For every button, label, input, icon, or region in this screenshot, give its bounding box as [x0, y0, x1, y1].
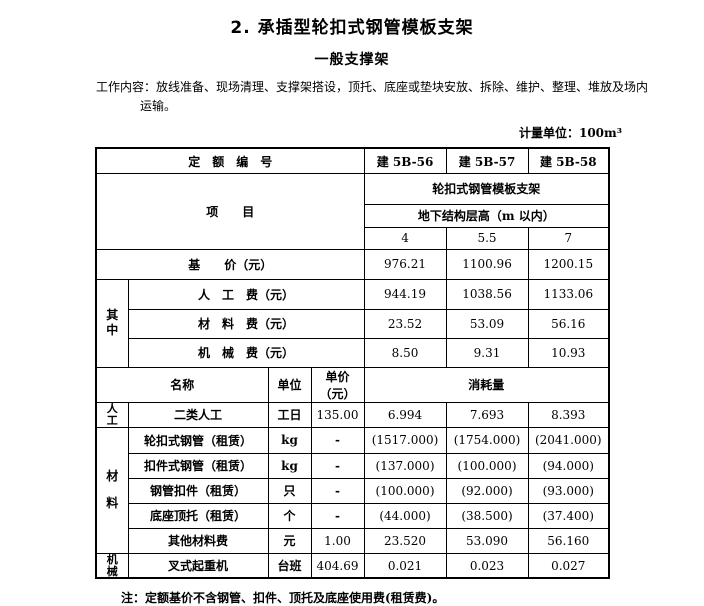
layer-height-cell: 7 — [527, 226, 610, 250]
cost-value-cell: 53.09 — [445, 308, 529, 339]
section-label-labor: 人工 — [106, 402, 118, 427]
cost-label-cell: 材 料 费（元） — [127, 308, 365, 339]
detail-price-cell: - — [310, 502, 365, 529]
detail-price-cell: 135.00 — [310, 401, 365, 428]
col-header-price-line2: （元） — [319, 386, 356, 401]
work-content-label: 工作内容： — [96, 80, 157, 94]
page-title: 2. 承插型轮扣式钢管模板支架 — [230, 18, 474, 38]
detail-unit-cell: 个 — [267, 502, 312, 529]
detail-price-cell: - — [310, 426, 365, 454]
cost-value-cell: 8.50 — [363, 337, 447, 368]
quota-code-cell: 建 5B-56 — [363, 147, 447, 174]
detail-value-cell: (1754.000) — [445, 426, 529, 454]
project-label-cell: 项 目 — [95, 172, 365, 250]
detail-unit-cell: 元 — [267, 527, 312, 554]
base-price-cell: 976.21 — [363, 248, 447, 280]
cost-value-cell: 56.16 — [527, 308, 610, 339]
detail-value-cell: (37.400) — [527, 502, 610, 529]
detail-value-cell: 6.994 — [363, 401, 447, 428]
col-header-consumption-cell: 消耗量 — [363, 366, 610, 403]
cost-label-cell: 人 工 费（元） — [127, 278, 365, 310]
detail-name-cell: 轮扣式钢管（租赁） — [127, 426, 269, 454]
section-label-material: 材料 — [106, 468, 119, 511]
detail-name-cell: 扣件式钢管（租赁） — [127, 452, 269, 479]
detail-value-cell: 7.693 — [445, 401, 529, 428]
among-label-cell: 其中 — [95, 278, 129, 368]
detail-unit-cell: 台班 — [267, 552, 312, 579]
work-content: 工作内容：放线准备、现场清理、支撑架搭设，顶托、底座或垫块安放、拆除、维护、整理… — [96, 78, 704, 116]
detail-price-cell: - — [310, 477, 365, 504]
detail-unit-cell: 只 — [267, 477, 312, 504]
project-group-cell: 轮扣式钢管模板支架 — [363, 172, 610, 205]
detail-value-cell: 0.021 — [363, 552, 447, 579]
detail-name-cell: 其他材料费 — [127, 527, 269, 554]
detail-value-cell: (100.000) — [363, 477, 447, 504]
detail-name-cell: 底座顶托（租赁） — [127, 502, 269, 529]
cost-value-cell: 10.93 — [527, 337, 610, 368]
col-header-price-line1: 单价 — [325, 369, 350, 384]
section-label-cell-labor: 人工 — [95, 401, 129, 428]
detail-value-cell: 0.027 — [527, 552, 610, 579]
detail-value-cell: 56.160 — [527, 527, 610, 554]
quota-label-cell: 定 额 编 号 — [95, 147, 365, 174]
detail-unit-cell: kg — [267, 452, 312, 479]
detail-price-cell: 1.00 — [310, 527, 365, 554]
work-content-line2: 运输。 — [140, 99, 177, 114]
detail-value-cell: (2041.000) — [527, 426, 610, 454]
page-subtitle: 一般支撑架 — [314, 52, 390, 68]
detail-unit-cell: 工日 — [267, 401, 312, 428]
detail-value-cell: (100.000) — [445, 452, 529, 479]
detail-name-cell: 钢管扣件（租赁） — [127, 477, 269, 504]
base-price-label-cell: 基 价（元） — [95, 248, 365, 280]
detail-value-cell: 53.090 — [445, 527, 529, 554]
cost-label-cell: 机 械 费（元） — [127, 337, 365, 368]
layer-height-cell: 4 — [363, 226, 447, 250]
work-content-line1: 工作内容：放线准备、现场清理、支撑架搭设，顶托、底座或垫块安放、拆除、维护、整理… — [96, 78, 704, 97]
detail-value-cell: 0.023 — [445, 552, 529, 579]
detail-value-cell: (137.000) — [363, 452, 447, 479]
section-label-cell-material: 材料 — [95, 426, 129, 554]
cost-value-cell: 9.31 — [445, 337, 529, 368]
detail-price-cell: 404.69 — [310, 552, 365, 579]
detail-value-cell: 23.520 — [363, 527, 447, 554]
quota-code-cell: 建 5B-58 — [527, 147, 610, 174]
col-header-unit-cell: 单位 — [267, 366, 312, 403]
quota-code-cell: 建 5B-57 — [445, 147, 529, 174]
base-price-cell: 1200.15 — [527, 248, 610, 280]
detail-value-cell: (44.000) — [363, 502, 447, 529]
cost-value-cell: 23.52 — [363, 308, 447, 339]
project-sub-cell: 地下结构层高（m 以内） — [363, 203, 610, 228]
quota-table: 定 额 编 号 建 5B-56 建 5B-57 建 5B-58 项 目 轮扣式钢… — [95, 147, 611, 580]
base-price-cell: 1100.96 — [445, 248, 529, 280]
among-label: 其中 — [106, 307, 119, 338]
detail-value-cell: (92.000) — [445, 477, 529, 504]
detail-value-cell: (1517.000) — [363, 426, 447, 454]
detail-value-cell: (93.000) — [527, 477, 610, 504]
col-header-price-cell: 单价 （元） — [310, 366, 365, 403]
detail-name-cell: 二类人工 — [127, 401, 269, 428]
detail-value-cell: 8.393 — [527, 401, 610, 428]
detail-name-cell: 叉式起重机 — [127, 552, 269, 579]
cost-value-cell: 1133.06 — [527, 278, 610, 310]
detail-value-cell: (38.500) — [445, 502, 529, 529]
section-label-cell-machine: 机械 — [95, 552, 129, 579]
detail-unit-cell: kg — [267, 426, 312, 454]
detail-value-cell: (94.000) — [527, 452, 610, 479]
work-content-text: 放线准备、现场清理、支撑架搭设，顶托、底座或垫块安放、拆除、维护、整理、堆放及场… — [156, 80, 649, 94]
cost-value-cell: 1038.56 — [445, 278, 529, 310]
section-label-machine: 机械 — [106, 553, 118, 578]
col-header-name-cell: 名称 — [95, 366, 269, 403]
cost-value-cell: 944.19 — [363, 278, 447, 310]
measure-unit-caption: 计量单位：100m³ — [518, 126, 622, 141]
layer-height-cell: 5.5 — [445, 226, 529, 250]
detail-price-cell: - — [310, 452, 365, 479]
